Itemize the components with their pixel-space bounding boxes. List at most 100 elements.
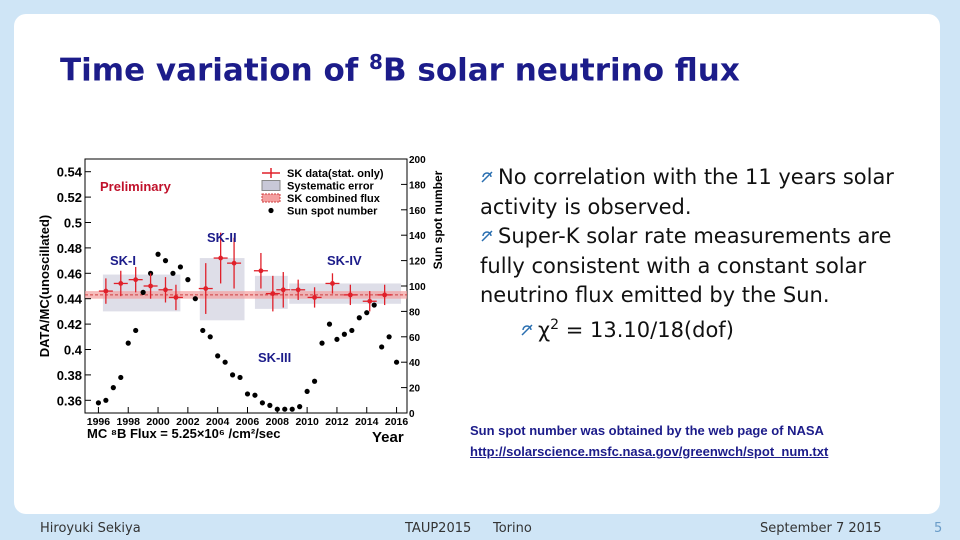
sk-point (270, 291, 276, 297)
sunspot-point (252, 392, 258, 398)
x-tick-label: 2000 (146, 416, 170, 428)
sunspot-point (207, 334, 213, 340)
legend-label: Sun spot number (287, 206, 378, 218)
sk-point (203, 286, 209, 291)
sunspot-point (364, 310, 370, 316)
sunspot-point (311, 378, 318, 384)
sunspot-point (393, 359, 400, 365)
sk-point (330, 281, 335, 286)
y2-axis-label: Sun spot number (431, 170, 445, 269)
footer-date: September 7 2015 (760, 521, 882, 536)
x-tick-label: 2016 (385, 416, 409, 428)
y-tick-label: 0.54 (57, 165, 83, 180)
source: Sun spot number was obtained by the web … (470, 420, 910, 462)
title: Time variation of 8B solar neutrino flux (60, 50, 740, 88)
sunspot-point (133, 327, 139, 334)
page-number: 5 (934, 521, 943, 536)
source-text: Sun spot number was obtained by the web … (470, 423, 824, 438)
sunspot-point (155, 251, 161, 257)
sunspot-point (125, 340, 131, 346)
sunspot-point (379, 344, 385, 350)
sunspot-point (356, 315, 362, 321)
sunspot-point (304, 388, 310, 395)
y2-tick-label: 0 (409, 409, 415, 420)
bullet-icon (481, 171, 493, 183)
bullet: Super-K solar rate measurements are full… (480, 222, 920, 311)
y-tick-label: 0.48 (57, 241, 82, 256)
sunspot-point (259, 400, 265, 406)
sunspot-point (282, 406, 288, 412)
y2-tick-label: 140 (409, 231, 426, 242)
sunspot-point (341, 331, 347, 337)
sunspot-point (215, 353, 221, 359)
sunspot-point (267, 402, 273, 408)
y-axis-label: DATA/MC(unoscillated) (37, 215, 52, 358)
sunspot-point (297, 404, 303, 410)
sk-point (173, 295, 179, 300)
sunspot-point (349, 327, 355, 334)
y2-tick-label: 160 (409, 206, 426, 217)
sunspot-point (170, 270, 176, 276)
x-tick-label: 2006 (236, 416, 260, 428)
sk-point (382, 292, 388, 298)
sk-point (231, 260, 237, 266)
footer-author: Hiroyuki Sekiya (40, 521, 141, 536)
sunspot-point (319, 340, 325, 346)
annotation: SK-III (258, 350, 291, 365)
chi-value: = 13.10/18(dof) (559, 317, 734, 342)
sunspot-point (118, 374, 124, 381)
annotation: SK-I (110, 253, 136, 268)
y2-tick-label: 60 (409, 333, 421, 344)
title-text: B solar neutrino flux (382, 52, 740, 89)
bullet: No correlation with the 11 years solar a… (480, 163, 920, 222)
x-tick-label: 1996 (87, 416, 111, 428)
sunspot-point (326, 321, 333, 327)
annotation: SK-II (207, 230, 237, 245)
sunspot-point (371, 302, 377, 308)
legend-label: SK combined flux (287, 193, 381, 205)
legend-swatch (268, 207, 274, 214)
bullets: No correlation with the 11 years solar a… (480, 163, 920, 345)
sk-point (312, 295, 317, 300)
y-tick-label: 0.44 (57, 292, 83, 307)
sunspot-point (185, 277, 191, 283)
sunspot-point (95, 400, 102, 406)
y2-tick-label: 200 (409, 155, 426, 166)
sk-point (218, 255, 224, 261)
footer-conference: TAUP2015 (405, 521, 472, 536)
sk-point (163, 287, 168, 293)
y-tick-label: 0.4 (64, 343, 83, 358)
sunspot-point (289, 406, 295, 412)
sk-point (103, 288, 109, 294)
legend-label: Systematic error (287, 181, 375, 193)
sk-point (118, 281, 124, 286)
source-link[interactable]: http://solarscience.msfc.nasa.gov/greenw… (470, 444, 829, 459)
bullet-text: No correlation with the 11 years solar a… (480, 165, 894, 219)
y2-tick-label: 100 (409, 282, 426, 293)
annotation: SK-IV (327, 253, 362, 268)
x-tick-label: 2008 (266, 416, 290, 428)
x-axis-label: Year (372, 429, 404, 446)
sunspot-point (244, 391, 251, 397)
sk-point (295, 287, 301, 293)
y-tick-label: 0.36 (57, 393, 82, 408)
x-tick-label: 1998 (117, 416, 141, 428)
legend-label: SK data(stat. only) (287, 168, 384, 180)
flux-note: MC ⁸B Flux = 5.25×10⁶ /cm²/sec (87, 426, 281, 441)
sk-point (133, 277, 139, 283)
y2-tick-label: 120 (409, 257, 426, 268)
sk-point (347, 292, 353, 298)
y-tick-label: 0.42 (57, 317, 82, 332)
bullet-icon (521, 323, 533, 336)
sk-point (258, 268, 264, 274)
sub-bullet: χ2 = 13.10/18(dof) (480, 311, 920, 346)
sunspot-point (192, 296, 198, 302)
y-tick-label: 0.5 (64, 216, 82, 231)
sunspot-point (162, 258, 169, 264)
sunspot-point (177, 264, 184, 270)
annotation: Preliminary (100, 179, 172, 194)
sunspot-point (103, 397, 109, 403)
x-tick-label: 2004 (206, 416, 230, 428)
bullet-text: Super-K solar rate measurements are full… (480, 224, 892, 307)
